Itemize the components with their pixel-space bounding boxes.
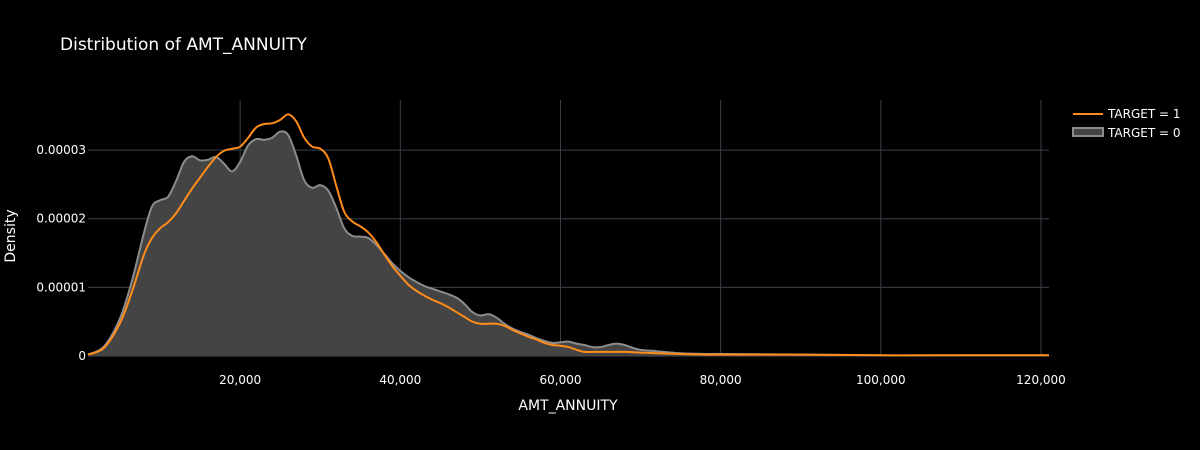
x-tick-label-4: 100,000 [856, 373, 906, 387]
x-axis-label: AMT_ANNUITY [518, 398, 618, 414]
x-tick-label-3: 80,000 [700, 373, 742, 387]
legend-item-0[interactable]: TARGET = 1 [1073, 107, 1180, 121]
legend-item-1[interactable]: TARGET = 0 [1072, 126, 1180, 140]
y-axis-ticks: 0 0.00001 0.00002 0.00003 [36, 143, 86, 363]
legend-label-0: TARGET = 1 [1107, 107, 1180, 121]
x-tick-label-5: 120,000 [1016, 373, 1066, 387]
y-tick-label-1: 0.00001 [36, 280, 86, 294]
series-layer [87, 113, 1049, 357]
legend[interactable]: TARGET = 1 TARGET = 0 [1072, 107, 1180, 140]
legend-swatch-1 [1072, 127, 1104, 137]
y-tick-label-0: 0 [78, 349, 86, 363]
x-tick-label-0: 20,000 [219, 373, 261, 387]
x-axis-ticks: 20,000 40,000 60,000 80,000 100,000 120,000 [219, 373, 1066, 387]
y-axis-label: Density [3, 209, 19, 262]
legend-label-1: TARGET = 0 [1107, 126, 1180, 140]
x-tick-label-2: 60,000 [539, 373, 581, 387]
series-1-line [87, 130, 1049, 357]
y-tick-label-3: 0.00003 [36, 143, 86, 157]
chart-title: Distribution of AMT_ANNUITY [60, 35, 307, 55]
y-tick-label-2: 0.00002 [36, 212, 86, 226]
series-1-area [88, 131, 1049, 356]
series-0-line [87, 113, 1049, 357]
x-tick-label-1: 40,000 [379, 373, 421, 387]
